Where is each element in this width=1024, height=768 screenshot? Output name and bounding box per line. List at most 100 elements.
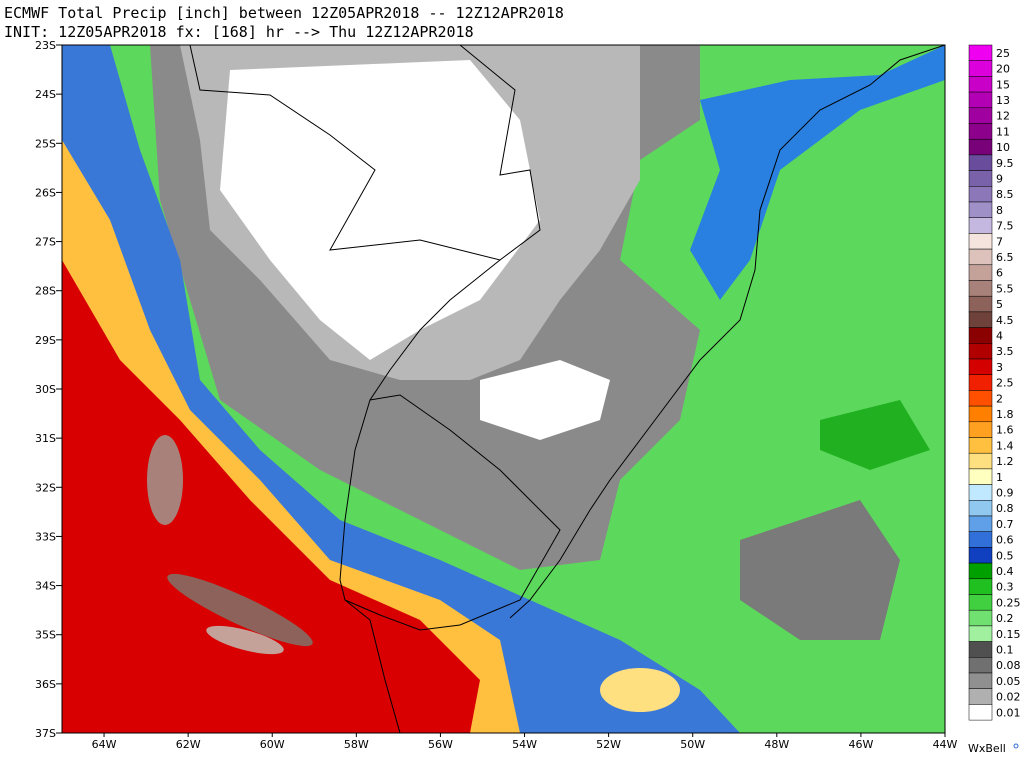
lat-label: 27S <box>35 236 56 249</box>
lat-label: 24S <box>35 88 56 101</box>
legend-label: 2 <box>996 392 1003 405</box>
dry-patch <box>480 360 610 440</box>
legend-swatch <box>968 437 993 454</box>
lon-label: 58W <box>344 738 369 751</box>
lat-label: 33S <box>35 530 56 543</box>
heavy-core <box>206 625 284 655</box>
legend-label: 4.5 <box>996 314 1014 327</box>
legend-swatch <box>968 217 993 234</box>
legend-label: 7 <box>996 235 1003 248</box>
legend-label: 0.6 <box>996 534 1014 547</box>
legend-label: 11 <box>996 125 1010 138</box>
legend-label: 8 <box>996 204 1003 217</box>
legend-label: 1.8 <box>996 408 1014 421</box>
legend-label: 5 <box>996 298 1003 311</box>
legend-label: 2.5 <box>996 377 1014 390</box>
legend-swatch <box>968 405 993 423</box>
legend-swatch <box>968 421 993 438</box>
legend-swatch <box>968 233 993 250</box>
coastal-band <box>690 45 945 300</box>
legend-label: 3 <box>996 361 1003 374</box>
legend-label: 0.05 <box>996 675 1021 688</box>
legend-swatch <box>968 264 993 281</box>
legend-label: 5.5 <box>996 282 1014 295</box>
heavy-core <box>167 573 313 647</box>
lon-label: 60W <box>260 738 285 751</box>
legend-label: 0.25 <box>996 596 1021 609</box>
legend-label: 3.5 <box>996 345 1014 358</box>
lat-label: 29S <box>35 334 56 347</box>
legend-label: 20 <box>996 63 1010 76</box>
brand-mark <box>1013 743 1019 749</box>
legend-swatch <box>968 625 993 642</box>
legend-label: 0.7 <box>996 518 1014 531</box>
legend-label: 0.2 <box>996 612 1014 625</box>
border-line <box>339 259 501 733</box>
border-line <box>189 45 541 261</box>
legend-label: 15 <box>996 78 1010 91</box>
legend-swatch <box>968 295 993 313</box>
lat-label: 28S <box>35 285 56 298</box>
lon-label: 48W <box>764 738 789 751</box>
legend-label: 1.4 <box>996 439 1014 452</box>
legend-swatch <box>968 358 993 375</box>
legend-swatch <box>968 76 993 93</box>
legend-label: 0.08 <box>996 659 1021 672</box>
heavy-core <box>147 435 183 525</box>
lat-label: 25S <box>35 137 56 150</box>
legend-label: 0.1 <box>996 643 1014 656</box>
legend: 252015131211109.598.587.576.565.554.543.… <box>968 44 1021 721</box>
legend-swatch <box>968 547 993 564</box>
legend-swatch <box>968 672 993 689</box>
legend-swatch <box>968 688 993 705</box>
legend-swatch <box>968 531 993 548</box>
legend-swatch <box>968 515 993 532</box>
lon-label: 64W <box>92 738 117 751</box>
legend-swatch <box>968 186 993 203</box>
legend-label: 8.5 <box>996 188 1014 201</box>
legend-label: 0.9 <box>996 486 1014 499</box>
legend-swatch <box>968 123 993 140</box>
legend-label: 0.02 <box>996 691 1021 704</box>
legend-swatch <box>968 248 993 266</box>
legend-swatch <box>968 562 993 580</box>
lon-label: 46W <box>848 738 873 751</box>
legend-swatch <box>968 343 993 360</box>
legend-label: 9.5 <box>996 157 1014 170</box>
legend-label: 4 <box>996 329 1003 342</box>
lat-label: 31S <box>35 432 56 445</box>
legend-label: 10 <box>996 141 1010 154</box>
axes: 23S 24S 25S 26S 27S 28S 29S 30S 31S 32S 33S 34S 35S 3… <box>35 39 958 751</box>
legend-label: 1 <box>996 471 1003 484</box>
lat-label: 30S <box>35 383 56 396</box>
legend-label: 1.6 <box>996 424 1014 437</box>
header-line-2: INIT: 12Z05APR2018 fx: [168] hr --> Thu … <box>4 23 474 41</box>
legend-label: 0.8 <box>996 502 1014 515</box>
coastline <box>509 45 945 619</box>
legend-label: 12 <box>996 110 1010 123</box>
legend-swatch <box>968 170 993 187</box>
dry-region <box>220 60 540 360</box>
lat-label: 35S <box>35 629 56 642</box>
lat-label: 26S <box>35 186 56 199</box>
lon-label: 52W <box>596 738 621 751</box>
legend-label: 13 <box>996 94 1010 107</box>
legend-swatch <box>968 484 993 501</box>
lon-label: 56W <box>428 738 453 751</box>
moderate-patch <box>600 668 680 712</box>
lon-label: 44W <box>933 738 958 751</box>
heavy-region <box>62 260 480 733</box>
legend-swatch <box>968 594 993 611</box>
legend-swatch <box>968 154 993 171</box>
legend-swatch <box>968 390 993 407</box>
legend-swatch <box>968 327 993 344</box>
legend-swatch <box>968 500 993 517</box>
legend-swatch <box>968 452 993 470</box>
lat-label: 23S <box>35 39 56 52</box>
legend-swatch <box>968 91 993 109</box>
legend-label: 6.5 <box>996 251 1014 264</box>
legend-swatch <box>968 657 993 674</box>
precip-map <box>62 45 945 733</box>
